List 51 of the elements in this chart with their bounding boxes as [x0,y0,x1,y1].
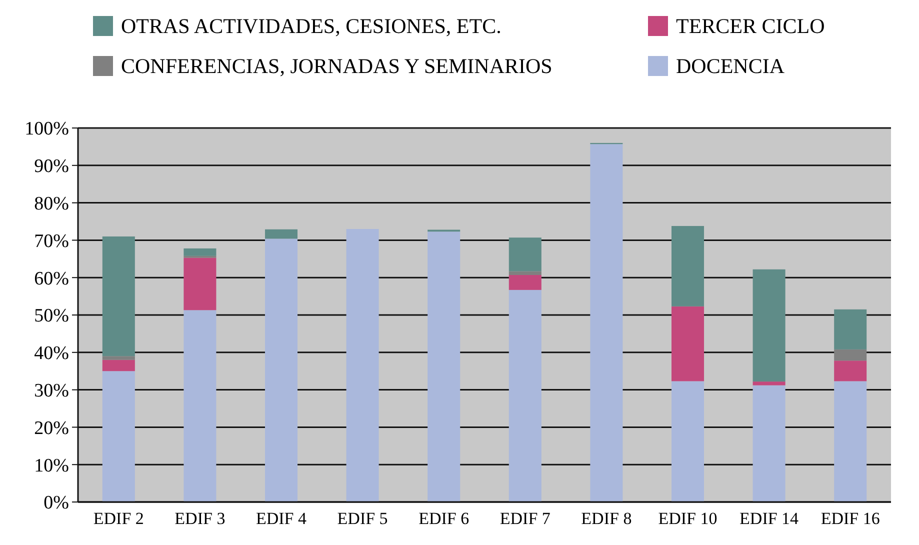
bar [428,232,460,502]
y-tick-label: 70% [34,230,70,252]
y-tick-label: 60% [34,268,70,290]
bar [671,306,704,382]
bar [184,258,216,310]
bar [752,269,786,382]
y-tick-label: 50% [34,306,70,327]
bar [671,226,704,306]
bar [834,309,867,350]
y-tick-label: 30% [34,380,70,402]
bar [834,360,867,382]
x-tick-label: EDIF 3 [174,509,226,528]
x-tick-label: EDIF 10 [658,509,718,528]
y-tick-label: 20% [34,418,70,439]
y-tick-label: 40% [34,343,70,364]
x-tick-label: EDIF 5 [337,509,388,528]
bar [752,382,786,386]
legend-label: CONFERENCIAS, JORNADAS Y SEMINARIOS [121,54,552,78]
bar [508,274,542,290]
bar [264,238,298,502]
bar [590,144,623,502]
bar [671,381,704,502]
bar [102,356,135,360]
legend-label: OTRAS ACTIVIDADES, CESIONES, ETC. [121,14,502,38]
bar [102,360,135,372]
bar [508,290,542,502]
bar [346,228,379,502]
bar [508,238,542,272]
bar [184,248,216,256]
x-tick-label: EDIF 8 [581,509,632,528]
legend-label: TERCER CICLO [676,14,825,38]
x-tick-label: EDIF 16 [820,509,880,528]
bar [752,385,786,502]
y-tick-label: 90% [34,156,70,178]
y-tick-label: 0% [44,492,70,514]
x-tick-label: EDIF 6 [418,509,470,528]
x-tick-label: EDIF 7 [500,509,551,528]
y-tick-label: 100% [24,118,70,140]
bar [102,236,135,356]
y-tick-label: 80% [34,193,70,214]
legend-label: DOCENCIA [676,54,786,78]
x-tick-label: EDIF 14 [740,509,800,528]
bar [264,229,298,239]
bar [102,371,135,502]
y-tick-label: 10% [34,455,70,476]
bar [184,310,216,502]
x-tick-label: EDIF 4 [256,509,308,528]
bar [508,271,542,275]
bar [834,381,867,502]
x-tick-label: EDIF 2 [93,509,144,528]
bar [834,349,867,361]
